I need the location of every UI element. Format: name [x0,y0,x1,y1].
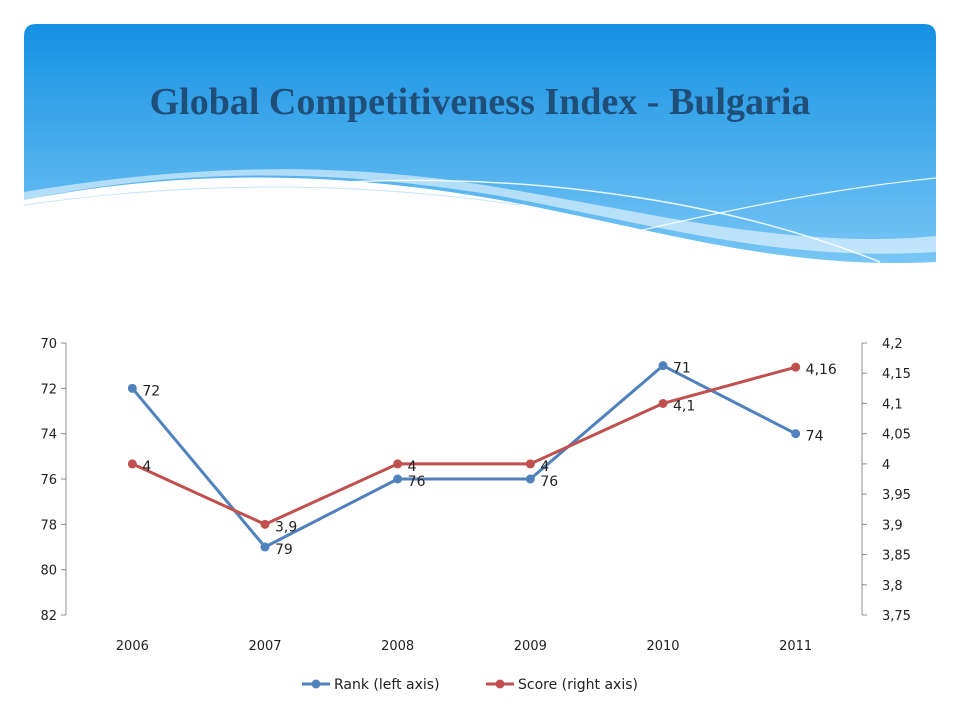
data-point [393,459,403,469]
right-tick-label: 3,85 [882,549,911,564]
left-tick-label: 78 [40,518,57,533]
left-tick-label: 72 [40,382,57,397]
left-tick-label: 70 [40,337,57,352]
left-tick-label: 76 [40,473,57,488]
right-tick-label: 4 [882,458,890,473]
left-tick-label: 80 [40,564,57,579]
data-label: 76 [540,474,558,490]
series-line-rank [131,364,797,549]
x-tick-label: 2011 [779,639,812,654]
data-label: 71 [673,361,691,377]
x-tick-label: 2008 [381,639,414,654]
data-point [260,542,270,552]
legend-label: Score (right axis) [518,677,638,693]
data-label: 4 [142,459,151,475]
data-point [525,474,535,484]
x-tick-label: 2009 [514,639,547,654]
data-point [260,519,270,529]
legend-swatch-marker [495,679,505,689]
right-tick-label: 3,75 [882,609,911,624]
right-tick-label: 4,05 [882,428,911,443]
x-tick-label: 2007 [248,639,281,654]
left-tick-label: 74 [40,428,57,443]
x-axis: 2006 2007 2008 2009 2010 2011 [116,639,812,654]
chart-legend: Rank (left axis) Score (right axis) [302,677,638,693]
left-axis: 70 72 74 76 78 80 82 [40,337,67,624]
series-line-score [131,365,797,526]
data-point [658,361,668,371]
right-tick-label: 3,9 [882,518,903,533]
data-label: 72 [142,383,160,399]
legend-swatch-marker [311,679,321,689]
data-point [393,474,403,484]
data-point [525,459,535,469]
data-label: 4,1 [673,398,695,414]
right-tick-label: 3,8 [882,579,903,594]
x-tick-label: 2010 [646,639,679,654]
data-label: 79 [275,542,293,558]
data-label: 4 [540,459,549,475]
left-tick-label: 82 [40,609,57,624]
data-label: 4 [408,459,417,475]
series-layer: 72 79 76 76 71 74 4 3,9 4 4 4,1 4,16 [127,361,837,558]
data-point [791,362,801,372]
right-tick-label: 4,2 [882,337,903,352]
data-point [791,429,801,439]
data-label: 4,16 [806,362,837,378]
legend-item: Rank (left axis) [302,677,440,693]
slide-header-banner [23,24,937,264]
slide-title: Global Competitiveness Index - Bulgaria [149,81,811,123]
right-tick-label: 4,15 [882,367,911,382]
legend-label: Rank (left axis) [334,677,440,693]
legend-item: Score (right axis) [486,677,638,693]
right-tick-label: 4,1 [882,397,903,412]
data-label: 74 [806,429,824,445]
data-label: 76 [408,474,426,490]
x-tick-label: 2006 [116,639,149,654]
data-point [127,459,137,469]
right-axis: 4,2 4,15 4,1 4,05 4 3,95 3,9 3,85 3,8 3,75 [861,337,911,624]
right-tick-label: 3,95 [882,488,911,503]
data-label: 3,9 [275,519,297,535]
data-point [127,383,137,393]
data-point [658,398,668,408]
